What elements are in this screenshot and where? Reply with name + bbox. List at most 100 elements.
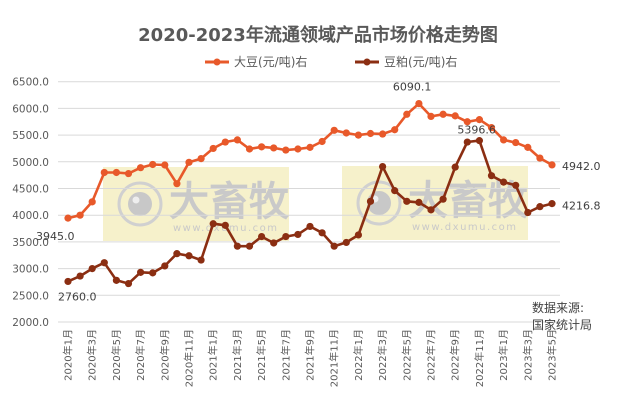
data-point-marker[interactable] [524, 208, 532, 217]
data-point-marker[interactable] [173, 250, 181, 258]
data-label: 2760.0 [58, 290, 97, 303]
data-point-marker[interactable] [185, 252, 193, 260]
data-point-marker[interactable] [391, 187, 399, 195]
data-point-marker[interactable] [487, 124, 496, 132]
data-point-marker[interactable] [282, 232, 290, 241]
data-point-marker[interactable] [233, 242, 241, 250]
data-point-marker[interactable] [294, 230, 302, 239]
data-point-marker[interactable] [536, 203, 544, 211]
data-point-marker[interactable] [536, 154, 544, 162]
data-point-marker[interactable] [282, 146, 290, 154]
data-point-marker[interactable] [112, 276, 120, 284]
data-point-marker[interactable] [100, 168, 108, 177]
data-point-marker[interactable] [306, 222, 314, 231]
data-point-marker[interactable] [137, 268, 145, 276]
data-point-marker[interactable] [197, 154, 205, 163]
data-point-marker[interactable] [318, 229, 326, 237]
data-point-marker[interactable] [463, 118, 471, 126]
data-point-marker[interactable] [209, 144, 217, 153]
data-point-marker[interactable] [88, 198, 96, 206]
data-point-marker[interactable] [524, 143, 532, 151]
data-point-marker[interactable] [500, 136, 508, 144]
data-point-marker[interactable] [330, 242, 338, 250]
data-point-marker[interactable] [76, 211, 84, 219]
data-point-marker[interactable] [270, 144, 278, 152]
data-point-marker[interactable] [100, 259, 108, 267]
data-point-marker[interactable] [427, 112, 435, 121]
y-axis: 6500.0 6000.0 5500.0 5000.0 4500.0 4000.0 3500… [12, 77, 49, 329]
data-point-marker[interactable] [221, 221, 229, 229]
data-point-marker[interactable] [391, 126, 399, 134]
data-point-marker[interactable] [112, 168, 120, 177]
legend-label[interactable]: 大豆(元/吨)右 [234, 54, 307, 69]
data-label: 4216.8 [562, 200, 601, 213]
data-point-marker[interactable] [221, 138, 229, 146]
data-point-marker[interactable] [415, 198, 423, 206]
data-point-marker[interactable] [427, 206, 435, 214]
data-point-marker[interactable] [124, 169, 133, 178]
source-label-line1: 数据来源: [532, 300, 584, 315]
data-point-marker[interactable] [487, 172, 496, 180]
data-point-marker[interactable] [354, 131, 362, 139]
data-point-marker[interactable] [512, 138, 520, 147]
data-point-marker[interactable] [233, 136, 241, 144]
x-tick-label: 2021年3月 [231, 329, 244, 381]
data-point-marker[interactable] [258, 143, 266, 151]
data-point-marker[interactable] [475, 137, 483, 145]
data-point-marker[interactable] [342, 238, 350, 247]
watermark-logo-eye-icon [128, 192, 152, 216]
data-point-marker[interactable] [512, 181, 520, 189]
data-point-marker[interactable] [258, 232, 266, 241]
data-point-marker[interactable] [379, 130, 387, 138]
data-point-marker[interactable] [306, 143, 314, 151]
data-point-marker[interactable] [88, 265, 96, 273]
x-tick-label: 2022年3月 [376, 329, 389, 381]
data-point-marker[interactable] [245, 145, 254, 153]
data-point-marker[interactable] [318, 137, 326, 146]
y-tick-label: 3500.0 [12, 237, 49, 249]
data-point-marker[interactable] [415, 99, 423, 108]
data-point-marker[interactable] [379, 163, 387, 171]
data-point-marker[interactable] [366, 197, 375, 205]
watermark-logo-highlight [132, 196, 140, 204]
data-point-marker[interactable] [161, 161, 169, 169]
data-point-marker[interactable] [64, 214, 72, 222]
data-point-marker[interactable] [354, 231, 362, 239]
data-point-marker[interactable] [439, 195, 447, 203]
data-point-marker[interactable] [403, 110, 411, 118]
data-point-marker[interactable] [197, 256, 205, 264]
legend-label[interactable]: 豆粕(元/吨)右 [384, 54, 457, 69]
series-group [64, 99, 556, 288]
data-point-marker[interactable] [137, 164, 145, 172]
data-point-marker[interactable] [173, 180, 181, 188]
data-point-marker[interactable] [548, 200, 556, 208]
data-point-marker[interactable] [451, 112, 459, 120]
data-point-marker[interactable] [270, 239, 278, 247]
data-point-marker[interactable] [149, 160, 157, 169]
data-point-marker[interactable] [475, 116, 483, 124]
legend-swatch-marker [213, 58, 221, 66]
data-point-marker[interactable] [548, 161, 556, 169]
data-point-marker[interactable] [451, 163, 459, 171]
data-point-marker[interactable] [366, 129, 375, 138]
data-point-marker[interactable] [124, 279, 133, 288]
data-point-marker[interactable] [245, 242, 254, 250]
x-tick-label: 2021年1月 [207, 329, 220, 381]
data-point-marker[interactable] [209, 220, 217, 228]
data-point-marker[interactable] [76, 272, 84, 280]
data-point-marker[interactable] [185, 158, 193, 166]
data-point-marker[interactable] [439, 110, 447, 118]
data-point-marker[interactable] [500, 178, 508, 186]
data-point-marker[interactable] [64, 277, 72, 286]
chart-title: 2020-2023年流通领域产品市场价格走势图 [138, 24, 498, 46]
data-point-marker[interactable] [161, 262, 169, 270]
x-tick-label: 2020年7月 [134, 329, 147, 381]
data-point-marker[interactable] [342, 129, 350, 137]
data-point-marker[interactable] [403, 197, 411, 205]
data-point-marker[interactable] [330, 126, 338, 134]
data-point-marker[interactable] [294, 145, 302, 153]
data-point-marker[interactable] [149, 269, 157, 277]
data-point-marker[interactable] [463, 138, 471, 146]
